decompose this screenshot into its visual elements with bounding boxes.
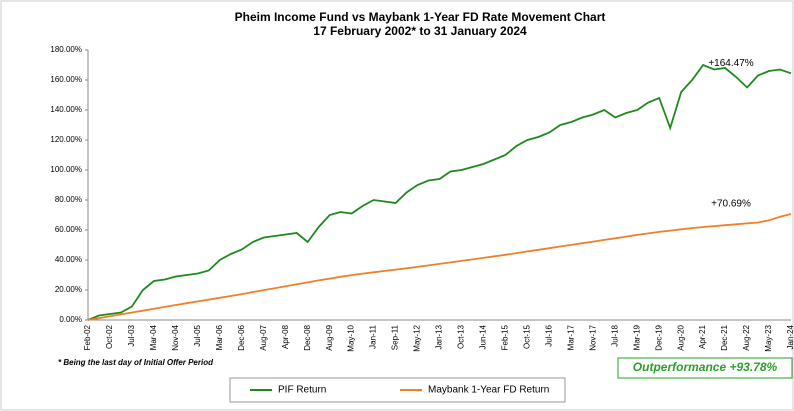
chart-title: Pheim Income Fund vs Maybank 1-Year FD R… — [235, 10, 606, 24]
x-tick-label: Aug-07 — [259, 324, 268, 350]
x-tick-label: Aug-09 — [325, 324, 334, 350]
y-tick-label: 100.00% — [50, 165, 82, 174]
x-tick-label: Dec-06 — [237, 324, 246, 350]
y-tick-label: 160.00% — [50, 75, 82, 84]
y-tick-label: 80.00% — [55, 195, 82, 204]
x-tick-label: Nov-04 — [171, 324, 180, 350]
end-label: +164.47% — [708, 58, 753, 69]
y-tick-label: 40.00% — [55, 255, 82, 264]
x-tick-label: Apr-21 — [698, 324, 707, 349]
x-tick-label: Mar-17 — [566, 324, 575, 350]
x-tick-label: Dec-08 — [303, 324, 312, 350]
x-tick-label: Feb-02 — [83, 324, 92, 350]
callout: Outperformance +93.78% — [633, 360, 778, 374]
y-tick-label: 120.00% — [50, 135, 82, 144]
y-tick-label: 60.00% — [55, 225, 82, 234]
x-tick-label: Mar-19 — [632, 324, 641, 350]
footnote: * Being the last day of Initial Offer Pe… — [58, 358, 214, 367]
x-tick-label: May-10 — [347, 324, 356, 351]
x-tick-label: Aug-20 — [676, 324, 685, 350]
series-line — [87, 213, 792, 321]
legend-label: Maybank 1-Year FD Return — [428, 385, 549, 396]
x-tick-label: Jan-13 — [435, 324, 444, 349]
x-tick-label: Feb-15 — [501, 324, 510, 350]
x-tick-label: Jan-11 — [369, 324, 378, 348]
x-tick-label: Sep-11 — [391, 324, 400, 350]
legend-box — [229, 377, 566, 403]
x-tick-label: Dec-19 — [654, 324, 663, 350]
legend-label: PIF Return — [278, 385, 326, 396]
y-tick-label: 140.00% — [50, 105, 82, 114]
x-tick-label: Jul-05 — [193, 324, 202, 346]
x-tick-label: Jul-18 — [610, 324, 619, 346]
y-tick-label: 20.00% — [55, 285, 82, 294]
x-tick-label: May-23 — [764, 324, 773, 351]
series-line — [87, 63, 792, 321]
x-tick-label: May-12 — [413, 324, 422, 351]
x-tick-label: Oct-13 — [457, 324, 466, 349]
x-tick-label: Nov-17 — [588, 324, 597, 350]
x-tick-label: Jul-16 — [544, 324, 553, 346]
end-label: +70.69% — [711, 199, 751, 210]
callout-box — [617, 357, 793, 379]
chart-subtitle: 17 February 2002* to 31 January 2024 — [313, 24, 527, 38]
x-tick-label: Jun-14 — [479, 324, 488, 349]
x-tick-label: Mar-06 — [215, 324, 224, 350]
x-tick-label: Oct-02 — [105, 324, 114, 349]
x-tick-label: Dec-21 — [720, 324, 729, 350]
x-tick-label: Jan-24 — [786, 324, 794, 349]
x-tick-label: Mar-04 — [149, 324, 158, 350]
x-tick-label: Aug-22 — [742, 324, 751, 350]
x-tick-label: Jul-03 — [127, 324, 136, 346]
y-tick-label: 0.00% — [59, 315, 82, 324]
x-tick-label: Oct-15 — [522, 324, 531, 349]
y-tick-label: 180.00% — [50, 45, 82, 54]
x-tick-label: Apr-08 — [281, 324, 290, 349]
